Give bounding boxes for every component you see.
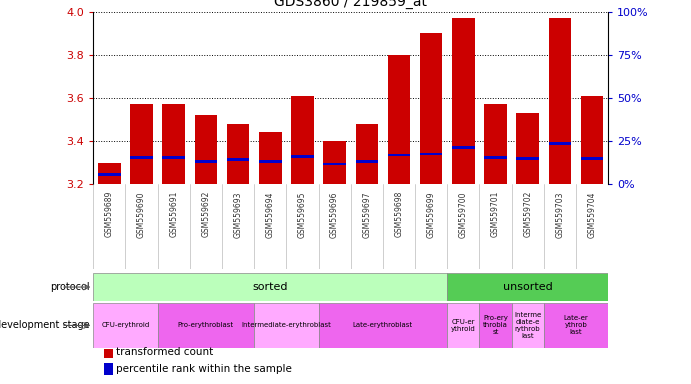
Text: GSM559691: GSM559691 xyxy=(169,191,178,237)
Text: GSM559696: GSM559696 xyxy=(330,191,339,238)
Text: GSM559689: GSM559689 xyxy=(105,191,114,237)
Bar xyxy=(516,157,539,160)
Bar xyxy=(158,303,254,348)
Bar xyxy=(484,104,507,184)
Bar xyxy=(323,162,346,165)
Text: GSM559693: GSM559693 xyxy=(234,191,243,238)
Bar xyxy=(323,141,346,184)
Bar xyxy=(104,363,113,376)
Text: GSM559704: GSM559704 xyxy=(587,191,596,238)
Bar xyxy=(319,303,447,348)
Bar xyxy=(516,113,539,184)
Text: protocol: protocol xyxy=(50,282,90,292)
Bar xyxy=(580,96,603,184)
Bar xyxy=(227,124,249,184)
Bar xyxy=(98,173,121,176)
Bar xyxy=(420,33,442,184)
Bar xyxy=(452,18,475,184)
Text: GSM559700: GSM559700 xyxy=(459,191,468,238)
Bar xyxy=(420,153,442,156)
Text: GSM559697: GSM559697 xyxy=(362,191,371,238)
Text: Intermediate-erythroblast: Intermediate-erythroblast xyxy=(241,323,331,328)
Bar xyxy=(227,158,249,161)
Text: Interme
diate-e
rythrob
last: Interme diate-e rythrob last xyxy=(514,312,541,339)
Bar xyxy=(580,157,603,160)
Bar xyxy=(544,303,608,348)
Text: CFU-erythroid: CFU-erythroid xyxy=(102,323,149,328)
Bar xyxy=(484,156,507,159)
Bar xyxy=(388,55,410,184)
Bar xyxy=(549,142,571,144)
Bar xyxy=(447,273,608,301)
Bar xyxy=(355,161,378,163)
Bar xyxy=(104,346,113,358)
Text: GSM559695: GSM559695 xyxy=(298,191,307,238)
Text: GSM559694: GSM559694 xyxy=(266,191,275,238)
Bar xyxy=(162,104,185,184)
Bar xyxy=(511,303,544,348)
Bar xyxy=(93,303,158,348)
Text: GSM559702: GSM559702 xyxy=(523,191,532,237)
Bar xyxy=(259,132,281,184)
Bar xyxy=(162,156,185,159)
Text: sorted: sorted xyxy=(252,282,288,292)
Text: GSM559692: GSM559692 xyxy=(201,191,210,237)
Text: GSM559698: GSM559698 xyxy=(395,191,404,237)
Bar xyxy=(388,154,410,156)
Bar xyxy=(131,104,153,184)
Bar xyxy=(549,18,571,184)
Text: GSM559690: GSM559690 xyxy=(137,191,146,238)
Bar xyxy=(447,303,480,348)
Text: Pro-ery
throbla
st: Pro-ery throbla st xyxy=(483,315,508,336)
Bar xyxy=(259,161,281,163)
Title: GDS3860 / 219859_at: GDS3860 / 219859_at xyxy=(274,0,427,9)
Bar xyxy=(480,303,511,348)
Bar xyxy=(195,115,217,184)
Text: Pro-erythroblast: Pro-erythroblast xyxy=(178,323,234,328)
Bar xyxy=(355,124,378,184)
Bar xyxy=(93,273,447,301)
Text: GSM559699: GSM559699 xyxy=(426,191,435,238)
Text: percentile rank within the sample: percentile rank within the sample xyxy=(117,364,292,374)
Text: Late-erythroblast: Late-erythroblast xyxy=(353,323,413,328)
Bar xyxy=(195,161,217,163)
Bar xyxy=(452,146,475,149)
Bar xyxy=(98,163,121,184)
Text: development stage: development stage xyxy=(0,320,90,331)
Text: GSM559701: GSM559701 xyxy=(491,191,500,237)
Bar xyxy=(291,155,314,157)
Text: unsorted: unsorted xyxy=(503,282,553,292)
Text: transformed count: transformed count xyxy=(117,347,214,357)
Text: GSM559703: GSM559703 xyxy=(556,191,565,238)
Text: Late-er
ythrob
last: Late-er ythrob last xyxy=(564,315,588,336)
Bar xyxy=(254,303,319,348)
Bar xyxy=(291,96,314,184)
Text: CFU-er
ythroid: CFU-er ythroid xyxy=(451,319,475,332)
Bar xyxy=(131,156,153,159)
